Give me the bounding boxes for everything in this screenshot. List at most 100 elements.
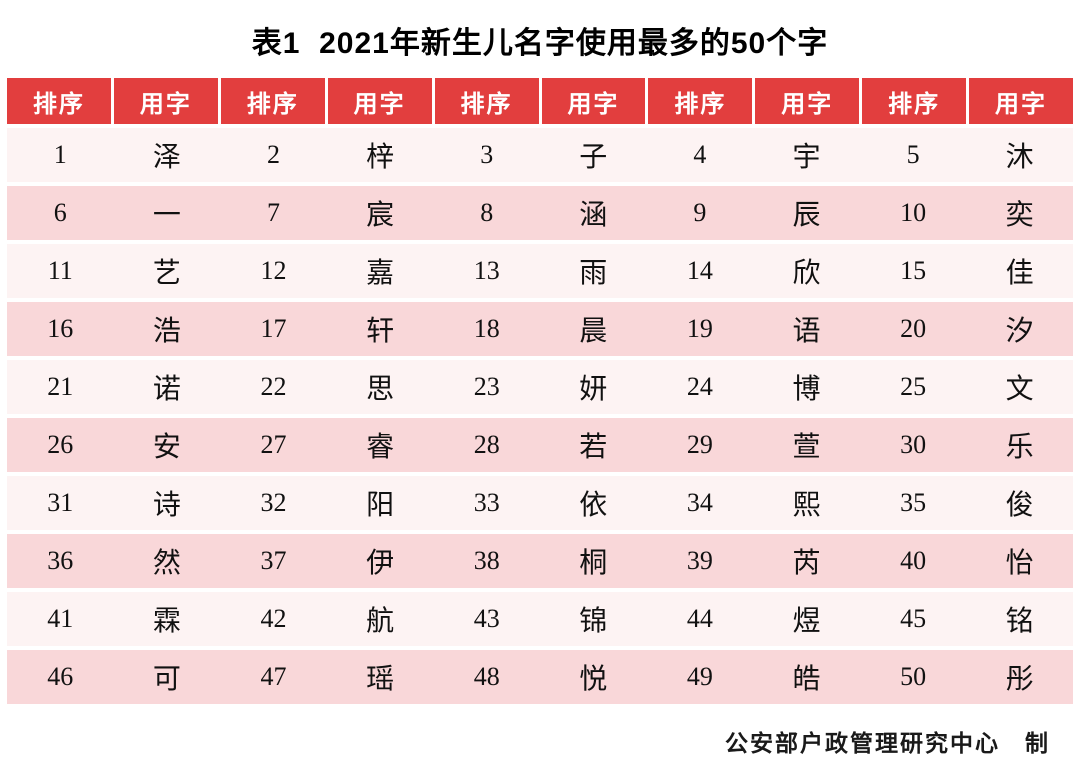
char-cell: 文 <box>1005 374 1034 405</box>
char-cell: 怡 <box>1005 548 1034 579</box>
header-cell: 排序 <box>434 78 539 124</box>
char-cell: 锦 <box>579 606 608 637</box>
char-cell: 博 <box>792 374 821 405</box>
char-cell: 辰 <box>792 200 821 231</box>
header-cell: 用字 <box>541 78 646 124</box>
char-cell: 霖 <box>152 606 181 637</box>
rank-cell: 16 <box>47 314 74 343</box>
char-cell: 梓 <box>366 142 395 173</box>
rank-cell: 5 <box>906 140 920 169</box>
char-cell: 晨 <box>579 316 608 347</box>
char-cell: 瑶 <box>366 664 395 695</box>
char-cell: 芮 <box>792 548 821 579</box>
header-cell: 排序 <box>7 78 111 124</box>
rank-cell: 33 <box>473 488 500 517</box>
char-cell: 睿 <box>366 432 395 463</box>
char-cell: 可 <box>152 664 181 695</box>
char-cell: 彤 <box>1005 664 1034 695</box>
char-cell: 轩 <box>366 316 395 347</box>
char-cell: 安 <box>152 432 181 463</box>
rank-cell: 13 <box>473 256 500 285</box>
rank-cell: 37 <box>260 546 287 575</box>
char-cell: 雨 <box>579 258 608 289</box>
header-cell: 用字 <box>969 78 1073 124</box>
rank-cell: 20 <box>900 314 927 343</box>
page-title: 表1 2021年新生儿名字使用最多的50个字 <box>251 27 829 60</box>
table-row: 36 然 37 伊 38 桐 39 芮 40 怡 <box>7 534 1073 588</box>
char-cell: 萱 <box>792 432 821 463</box>
char-cell: 诺 <box>152 374 181 405</box>
header-cell: 用字 <box>755 78 860 124</box>
rank-cell: 31 <box>47 488 74 517</box>
char-cell: 阳 <box>366 490 395 521</box>
rank-cell: 18 <box>473 314 500 343</box>
rank-cell: 35 <box>900 488 927 517</box>
rank-cell: 21 <box>47 372 74 401</box>
char-cell: 欣 <box>792 258 821 289</box>
table-row: 46 可 47 瑶 48 悦 49 皓 50 彤 <box>7 650 1073 704</box>
rank-cell: 47 <box>260 662 287 691</box>
table-row: 26 安 27 睿 28 若 29 萱 30 乐 <box>7 418 1073 472</box>
header-cell: 排序 <box>862 78 967 124</box>
char-cell: 若 <box>579 432 608 463</box>
rank-cell: 22 <box>260 372 287 401</box>
char-cell: 奕 <box>1005 200 1034 231</box>
rank-cell: 45 <box>900 604 927 633</box>
table-row: 16 浩 17 轩 18 晨 19 语 20 汐 <box>7 302 1073 356</box>
rank-cell: 2 <box>266 140 280 169</box>
table-row: 6 一 7 宸 8 涵 9 辰 10 奕 <box>7 186 1073 240</box>
rank-cell: 11 <box>47 256 73 285</box>
rank-cell: 3 <box>480 140 494 169</box>
header-cell: 排序 <box>220 78 325 124</box>
footer-credit: 公安部户政管理研究中心 制 <box>725 731 1050 756</box>
rank-cell: 38 <box>473 546 500 575</box>
rank-cell: 43 <box>473 604 500 633</box>
rank-cell: 6 <box>53 198 67 227</box>
char-cell: 俊 <box>1005 490 1034 521</box>
char-cell: 浩 <box>152 316 181 347</box>
char-cell: 桐 <box>579 548 608 579</box>
char-cell: 熙 <box>792 490 821 521</box>
char-cell: 妍 <box>579 374 608 405</box>
char-cell: 航 <box>366 606 395 637</box>
char-cell: 诗 <box>152 490 181 521</box>
rank-cell: 26 <box>47 430 74 459</box>
char-cell: 煜 <box>792 606 821 637</box>
rank-cell: 39 <box>686 546 713 575</box>
rank-cell: 8 <box>480 198 494 227</box>
rank-cell: 14 <box>686 256 713 285</box>
char-cell: 宸 <box>366 200 395 231</box>
rank-cell: 48 <box>473 662 500 691</box>
rank-cell: 36 <box>47 546 74 575</box>
header-cell: 用字 <box>113 78 218 124</box>
char-cell: 伊 <box>366 548 395 579</box>
char-cell: 艺 <box>152 258 181 289</box>
char-cell: 思 <box>366 374 395 405</box>
rank-cell: 9 <box>693 198 707 227</box>
table-row: 31 诗 32 阳 33 依 34 熙 35 俊 <box>7 476 1073 530</box>
rank-cell: 49 <box>686 662 713 691</box>
char-cell: 佳 <box>1005 258 1034 289</box>
char-cell: 然 <box>152 548 181 579</box>
char-cell: 汐 <box>1005 316 1034 347</box>
rank-cell: 41 <box>47 604 74 633</box>
rank-cell: 27 <box>260 430 287 459</box>
char-cell: 宇 <box>792 142 821 173</box>
table-row: 11 艺 12 嘉 13 雨 14 欣 15 佳 <box>7 244 1073 298</box>
rank-cell: 44 <box>686 604 713 633</box>
header-cell: 用字 <box>327 78 432 124</box>
char-cell: 悦 <box>579 664 608 695</box>
rank-cell: 15 <box>900 256 927 285</box>
rank-cell: 29 <box>686 430 713 459</box>
table-body: 1 泽 2 梓 3 子 4 宇 5 沐 6 一 7 宸 8 涵 9 辰 10 奕 11 艺 12 嘉 13 雨 14 欣 15 佳 16 浩 1… <box>7 128 1073 704</box>
char-cell: 子 <box>579 142 608 173</box>
char-cell: 泽 <box>152 142 181 173</box>
rank-cell: 10 <box>900 198 927 227</box>
char-cell: 涵 <box>579 200 608 231</box>
rank-cell: 32 <box>260 488 287 517</box>
table-row: 21 诺 22 思 23 妍 24 博 25 文 <box>7 360 1073 414</box>
rank-cell: 4 <box>693 140 707 169</box>
rank-cell: 23 <box>473 372 500 401</box>
char-cell: 铭 <box>1005 606 1034 637</box>
